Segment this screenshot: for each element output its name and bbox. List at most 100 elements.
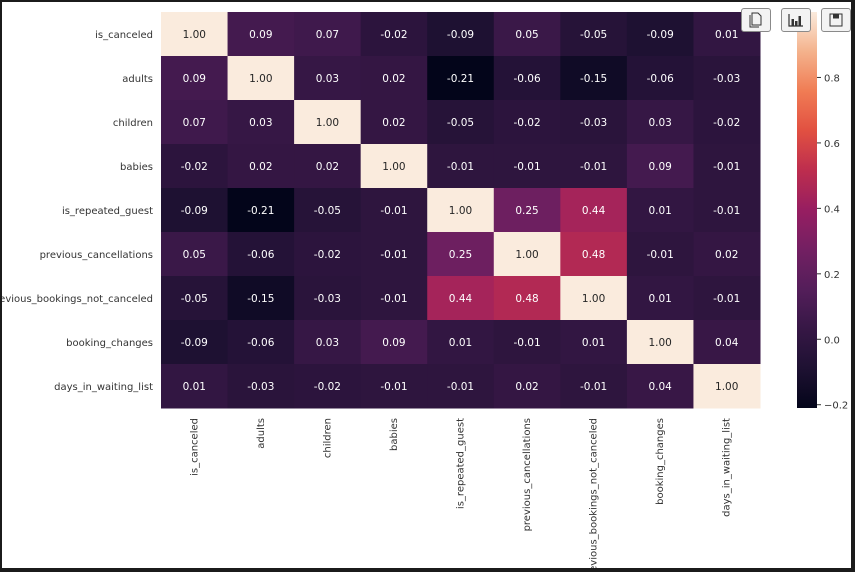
heatmap-cell bbox=[294, 144, 362, 189]
cell-annotation: 0.02 bbox=[249, 161, 272, 173]
cell-annotation: -0.21 bbox=[447, 73, 474, 85]
cell-annotation: 0.03 bbox=[648, 117, 671, 129]
colorbar-tick-label: 0.0 bbox=[824, 335, 840, 346]
heatmap-cells: 1.00 0.09 0.07 -0.02 -0.09 0.05 -0.05 -0.09 0.01… bbox=[161, 12, 761, 409]
colorbar-tick-label: 0.8 bbox=[824, 73, 840, 84]
heatmap-cell bbox=[560, 232, 628, 277]
x-tick-label: is_canceled bbox=[189, 418, 200, 476]
heatmap-cell bbox=[560, 276, 628, 321]
y-tick-label: days_in_waiting_list bbox=[54, 382, 153, 393]
cell-annotation: -0.03 bbox=[247, 381, 274, 393]
heatmap-cell bbox=[693, 188, 761, 233]
y-tick-label: is_canceled bbox=[95, 30, 153, 41]
heatmap-cell bbox=[227, 232, 295, 277]
cell-annotation: -0.05 bbox=[181, 293, 208, 305]
heatmap-cell bbox=[360, 232, 428, 277]
heatmap-cell bbox=[294, 320, 362, 365]
cell-annotation: -0.02 bbox=[314, 381, 341, 393]
cell-annotation: -0.01 bbox=[713, 293, 740, 305]
heatmap-cell bbox=[693, 56, 761, 101]
heatmap-cell bbox=[493, 320, 561, 365]
cell-annotation: -0.06 bbox=[247, 249, 274, 261]
y-tick-label: is_repeated_guest bbox=[62, 206, 153, 217]
heatmap-cell bbox=[294, 56, 362, 101]
cell-annotation: 0.05 bbox=[515, 29, 538, 41]
cell-annotation: -0.21 bbox=[247, 205, 274, 217]
cell-annotation: 1.00 bbox=[648, 337, 671, 349]
cell-annotation: 1.00 bbox=[249, 73, 272, 85]
heatmap-cell bbox=[427, 12, 495, 57]
cell-annotation: 0.02 bbox=[316, 161, 339, 173]
heatmap-cell bbox=[626, 144, 694, 189]
copy-button[interactable] bbox=[741, 8, 771, 32]
save-button[interactable] bbox=[821, 8, 851, 32]
cell-annotation: -0.05 bbox=[580, 29, 607, 41]
heatmap-cell bbox=[626, 276, 694, 321]
heatmap-cell bbox=[161, 100, 229, 145]
x-tick-label: children bbox=[322, 418, 333, 458]
heatmap-cell bbox=[493, 188, 561, 233]
x-tick-label: previous_cancellations bbox=[522, 418, 533, 531]
x-tick-label: babies bbox=[389, 418, 400, 451]
cell-annotation: -0.09 bbox=[181, 337, 208, 349]
copy-icon bbox=[749, 12, 762, 28]
cell-annotation: -0.06 bbox=[647, 73, 674, 85]
heatmap-cell bbox=[560, 56, 628, 101]
cell-annotation: 0.04 bbox=[715, 337, 739, 349]
cell-annotation: -0.01 bbox=[513, 337, 540, 349]
cell-annotation: 1.00 bbox=[582, 293, 605, 305]
heatmap-cell bbox=[161, 276, 229, 321]
heatmap-cell bbox=[626, 56, 694, 101]
cell-annotation: 1.00 bbox=[183, 29, 206, 41]
x-tick-label: booking_changes bbox=[655, 418, 666, 505]
cell-annotation: -0.02 bbox=[513, 117, 540, 129]
heatmap-cell bbox=[626, 12, 694, 57]
cell-annotation: -0.01 bbox=[713, 205, 740, 217]
cell-annotation: -0.02 bbox=[181, 161, 208, 173]
heatmap-cell bbox=[626, 320, 694, 365]
x-tick-label: adults bbox=[256, 418, 267, 449]
heatmap-cell bbox=[427, 144, 495, 189]
cell-annotation: 0.09 bbox=[382, 337, 405, 349]
cell-annotation: 0.01 bbox=[183, 381, 206, 393]
cell-annotation: 0.02 bbox=[715, 249, 738, 261]
colorbar-tick-label: 0.4 bbox=[824, 204, 840, 215]
cell-annotation: 1.00 bbox=[515, 249, 538, 261]
heatmap-cell bbox=[626, 188, 694, 233]
cell-annotation: -0.03 bbox=[580, 117, 607, 129]
heatmap-cell bbox=[227, 188, 295, 233]
heatmap-cell bbox=[427, 364, 495, 409]
cell-annotation: -0.01 bbox=[447, 161, 474, 173]
heatmap-cell bbox=[360, 144, 428, 189]
cell-annotation: -0.09 bbox=[181, 205, 208, 217]
cell-annotation: 0.03 bbox=[249, 117, 272, 129]
heatmap-cell bbox=[161, 320, 229, 365]
heatmap-cell bbox=[626, 100, 694, 145]
colorbar: 0.8 0.6 0.4 0.2 0.0 −0.2 bbox=[797, 12, 848, 412]
heatmap-cell bbox=[493, 364, 561, 409]
heatmap-cell bbox=[560, 144, 628, 189]
cell-annotation: -0.01 bbox=[513, 161, 540, 173]
heatmap-cell bbox=[693, 100, 761, 145]
cell-annotation: -0.01 bbox=[380, 293, 407, 305]
heatmap-cell bbox=[227, 364, 295, 409]
x-tick-label: is_repeated_guest bbox=[456, 418, 467, 509]
heatmap-cell bbox=[560, 12, 628, 57]
colorbar-tick-label: 0.6 bbox=[824, 139, 840, 150]
heatmap-cell bbox=[560, 364, 628, 409]
cell-annotation: 0.04 bbox=[648, 381, 672, 393]
cell-annotation: 0.44 bbox=[582, 205, 606, 217]
heatmap-cell bbox=[360, 188, 428, 233]
cell-annotation: 0.09 bbox=[183, 73, 206, 85]
heatmap-cell bbox=[427, 100, 495, 145]
chart-button[interactable] bbox=[781, 8, 811, 32]
cell-annotation: 0.05 bbox=[183, 249, 206, 261]
heatmap-cell bbox=[161, 232, 229, 277]
cell-annotation: 0.01 bbox=[582, 337, 605, 349]
heatmap-cell bbox=[560, 100, 628, 145]
cell-annotation: -0.01 bbox=[380, 249, 407, 261]
heatmap-cell bbox=[294, 232, 362, 277]
heatmap-cell bbox=[626, 232, 694, 277]
